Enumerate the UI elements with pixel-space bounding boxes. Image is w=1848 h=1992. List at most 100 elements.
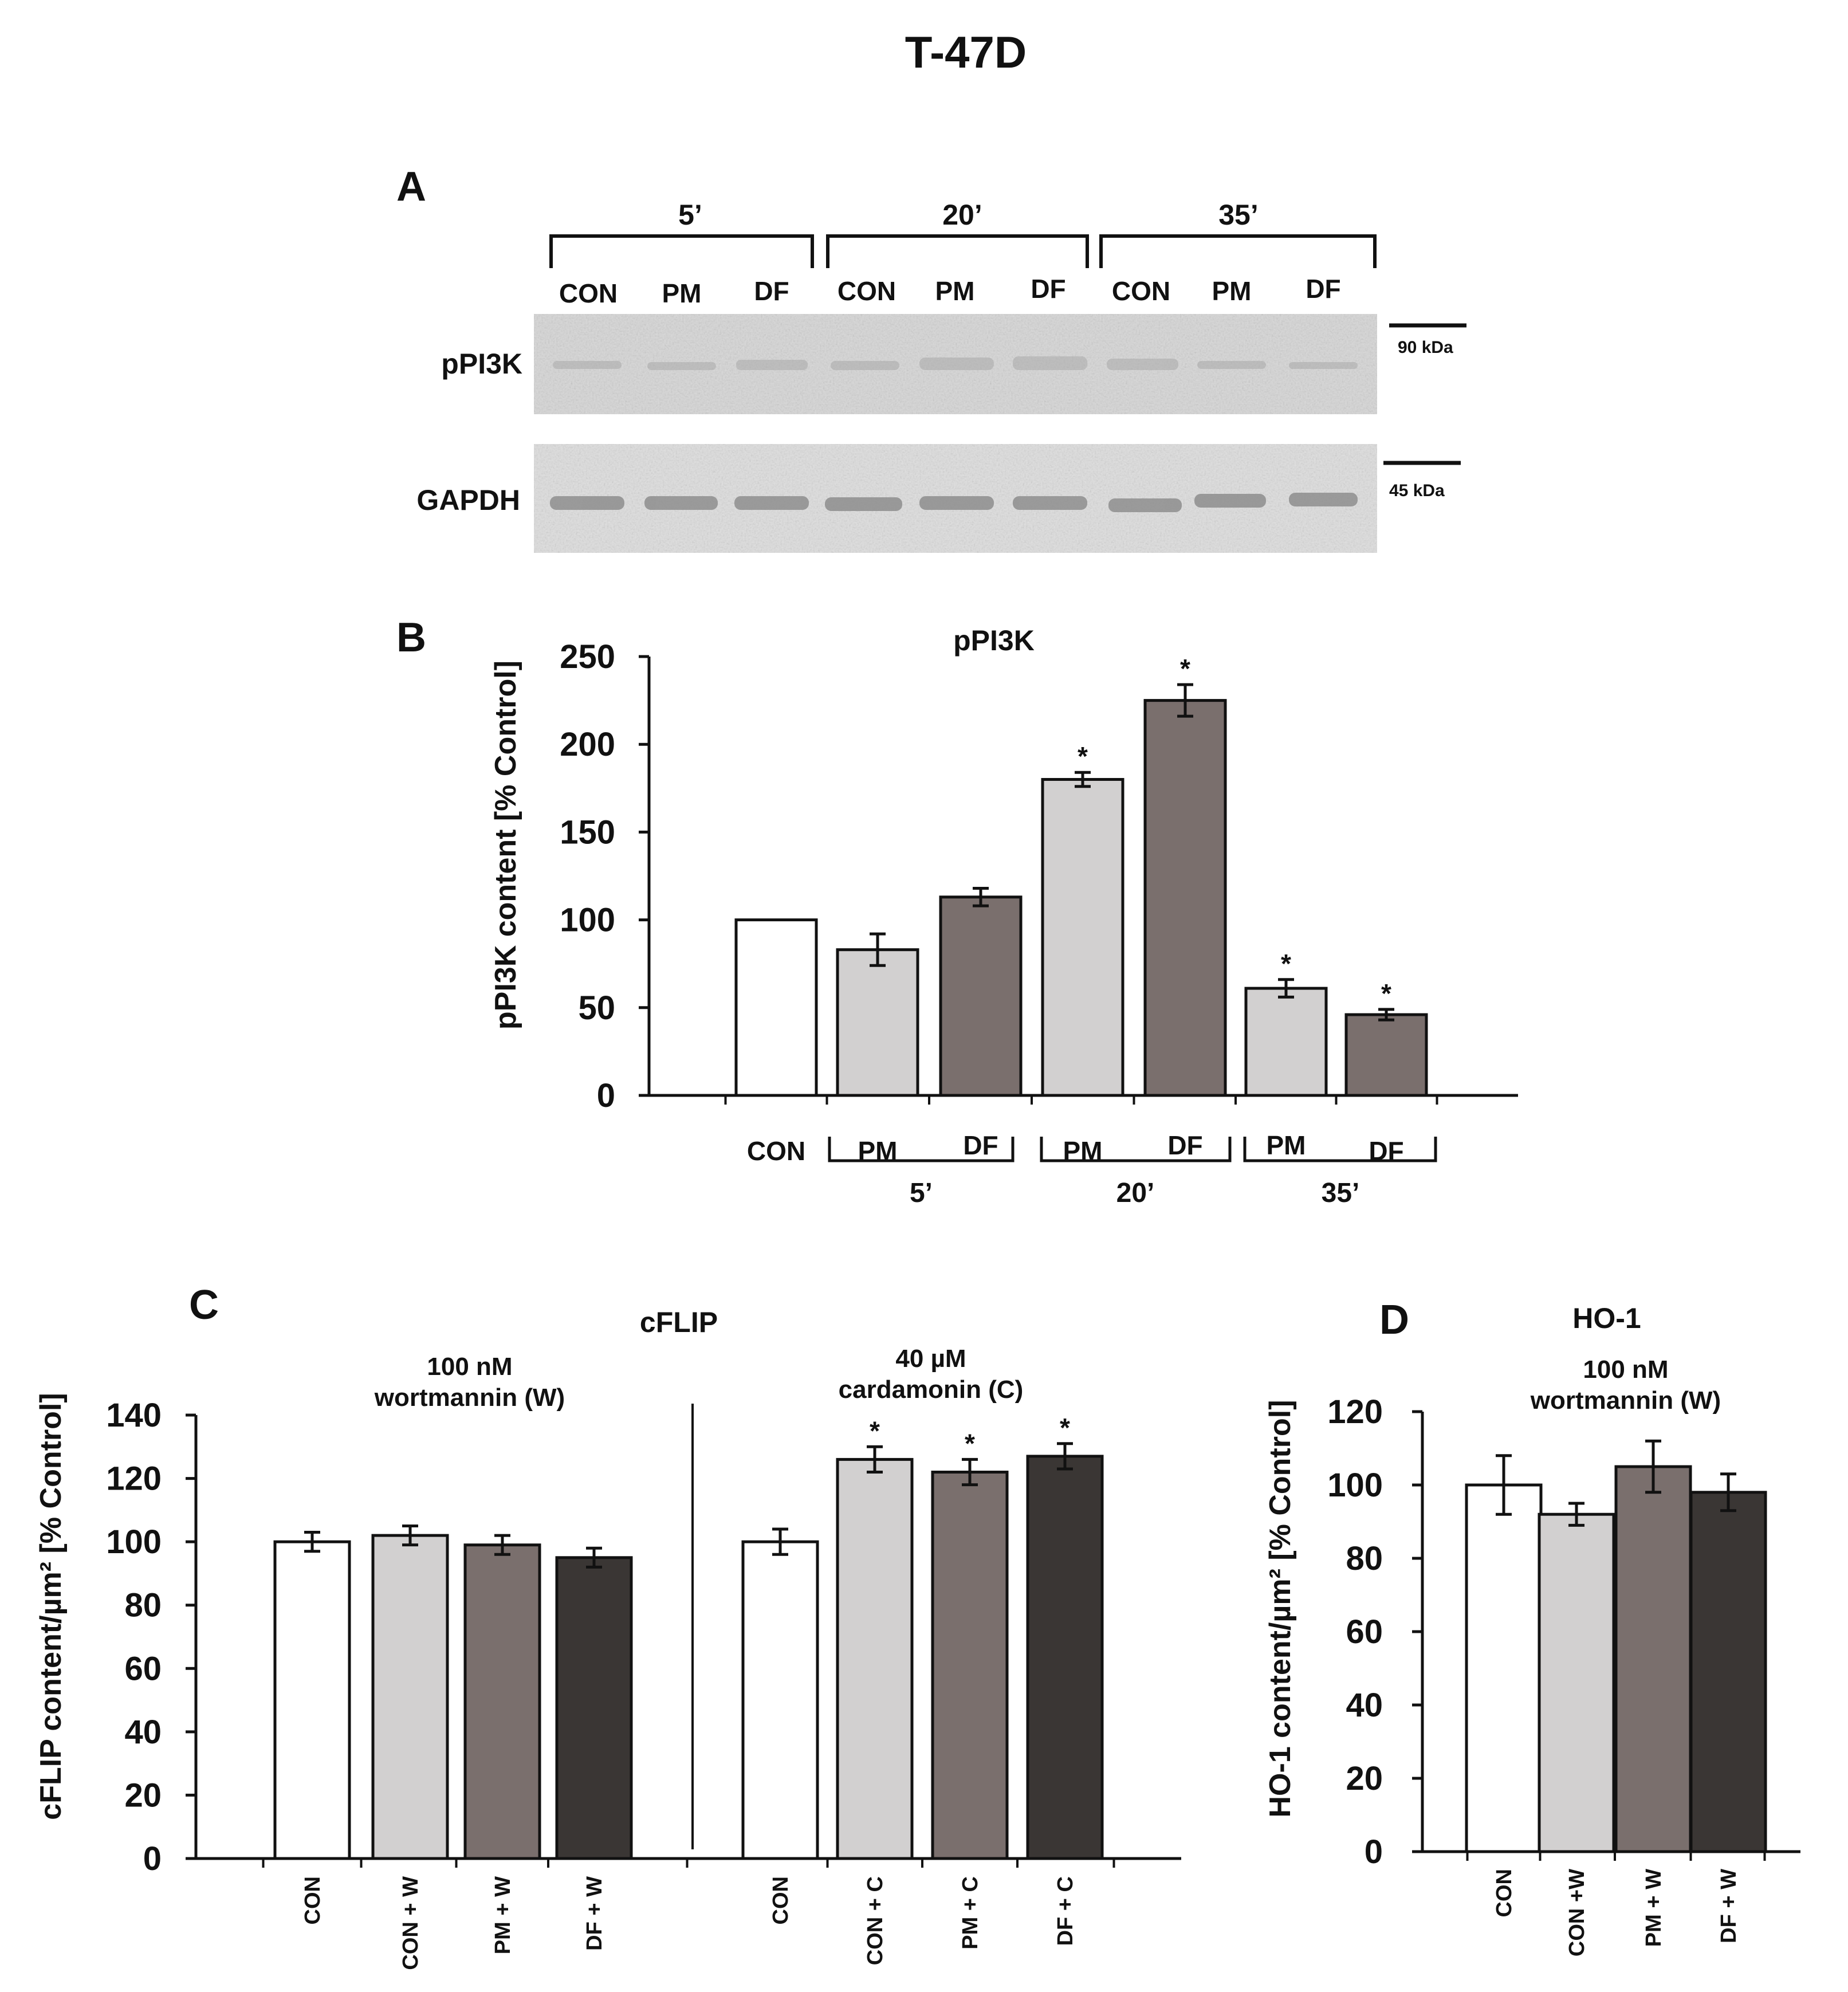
- significance-marker: *: [1180, 654, 1190, 683]
- x-tick-label: PM + W: [1642, 1869, 1666, 1947]
- x-tick-label: DF + C: [1053, 1876, 1078, 1946]
- x-tick-label: CON: [747, 1136, 805, 1166]
- panel-d-chart: D HO-1 100 nM wortmannin (W) HO-1 conten…: [1264, 1297, 1800, 1956]
- y-tick-label: 140: [106, 1397, 162, 1434]
- bar: [1143, 699, 1227, 1097]
- band: [825, 497, 902, 511]
- panel-d-letter: D: [1379, 1297, 1409, 1343]
- x-tick-label: CON: [301, 1876, 325, 1924]
- panel-b-chart: B pPI3K pPI3K content [% Control] 0 50 100…: [396, 615, 1518, 1208]
- bar: [939, 895, 1023, 1097]
- bar: [734, 918, 818, 1097]
- chart-x-labels: CON CON + W PM + W DF + W CON CON + C PM + C DF…: [301, 1876, 1078, 1970]
- significance-marker: *: [1381, 979, 1391, 1008]
- group-bracket: [828, 1137, 1015, 1162]
- x-tick-label: PM + C: [958, 1876, 982, 1950]
- y-tick-label: 0: [1365, 1833, 1383, 1871]
- y-tick-label: 100: [106, 1523, 162, 1561]
- bar: [463, 1543, 541, 1860]
- significance-marker: *: [1281, 949, 1291, 979]
- lane-label: PM: [1212, 276, 1252, 306]
- section-label: 40 µM: [895, 1345, 966, 1373]
- chart-x-labels: CON CON +W PM + W DF + W: [1492, 1869, 1741, 1956]
- lane-label: PM: [662, 278, 702, 308]
- figure-title: T-47D: [905, 27, 1027, 77]
- bar: [1244, 987, 1328, 1097]
- y-tick-label: 50: [578, 989, 615, 1027]
- section-label: 100 nM: [427, 1353, 512, 1381]
- significance-marker: *: [1078, 741, 1088, 771]
- lane-label: DF: [754, 276, 789, 306]
- time-bracket-35: [1099, 234, 1377, 268]
- y-tick-label: 80: [124, 1587, 162, 1624]
- bar: [371, 1534, 449, 1860]
- panel-c-letter: C: [189, 1282, 219, 1328]
- band: [1194, 494, 1266, 508]
- band: [1107, 359, 1178, 370]
- y-tick-label: 0: [143, 1840, 162, 1877]
- chart-bars: [1465, 1439, 1767, 1853]
- x-tick-label: CON + C: [863, 1876, 887, 1965]
- group-bracket: [1040, 1137, 1232, 1162]
- x-tick-label: CON + W: [399, 1876, 423, 1970]
- band: [1013, 356, 1087, 370]
- lane-label: CON: [838, 276, 896, 306]
- bar: [1026, 1455, 1104, 1860]
- significance-marker: *: [1060, 1413, 1070, 1443]
- time-label: 20’: [942, 199, 982, 231]
- y-tick-label: 40: [124, 1714, 162, 1751]
- band: [1013, 496, 1087, 510]
- bar: [931, 1471, 1009, 1860]
- blot-gapdh-bands: [550, 493, 1358, 512]
- band: [553, 361, 622, 369]
- bar: [836, 1457, 914, 1860]
- bar: [1538, 1512, 1615, 1853]
- x-tick-label: CON: [769, 1876, 793, 1924]
- panel-a-letter: A: [396, 164, 426, 210]
- y-tick-label: 150: [560, 814, 615, 851]
- section-label: cardamonin (C): [839, 1376, 1024, 1404]
- lane-label: CON: [559, 278, 618, 308]
- x-tick-label: PM + W: [491, 1876, 515, 1954]
- band: [734, 496, 809, 510]
- chart-title: HO-1: [1572, 1302, 1641, 1334]
- blot-ppi3k-bands: [553, 356, 1358, 370]
- group-bracket: [1243, 1137, 1437, 1162]
- y-tick-label: 40: [1346, 1687, 1383, 1724]
- y-tick-label: 0: [597, 1077, 615, 1114]
- band: [1289, 362, 1358, 369]
- band: [1108, 498, 1182, 512]
- x-tick-label: CON +W: [1565, 1869, 1589, 1956]
- group-label: 20’: [1116, 1178, 1155, 1208]
- bar: [1689, 1491, 1767, 1853]
- panel-c-chart: C cFLIP 100 nM wortmannin (W) 40 µM card…: [34, 1282, 1181, 1970]
- significance-marker: *: [870, 1416, 880, 1445]
- y-tick-label: 20: [1346, 1760, 1383, 1797]
- bar: [1041, 777, 1124, 1097]
- y-tick-label: 80: [1346, 1540, 1383, 1577]
- section-label: wortmannin (W): [374, 1384, 565, 1412]
- chart-bars: * * *: [273, 1413, 1104, 1860]
- time-label: 35’: [1218, 199, 1259, 231]
- chart-x-labels: CON PM DF PM DF PM DF: [747, 1130, 1404, 1166]
- group-label: 35’: [1322, 1178, 1360, 1208]
- band: [550, 496, 624, 510]
- band: [1289, 493, 1358, 506]
- band: [644, 496, 718, 510]
- blot-protein-label: pPI3K: [441, 348, 522, 380]
- chart-title: pPI3K: [953, 624, 1035, 657]
- blot-protein-label: GAPDH: [416, 484, 520, 516]
- y-tick-label: 120: [106, 1460, 162, 1498]
- y-tick-label: 20: [124, 1777, 162, 1814]
- bar: [555, 1556, 633, 1860]
- time-bracket-20: [826, 234, 1089, 268]
- bar: [1465, 1483, 1543, 1853]
- band: [647, 362, 716, 370]
- band: [919, 357, 994, 370]
- x-tick-label: DF + W: [583, 1876, 607, 1951]
- chart-bars: * * * *: [734, 654, 1428, 1097]
- section-label: 100 nM: [1583, 1355, 1668, 1384]
- lane-label: CON: [1112, 276, 1170, 306]
- y-tick-label: 120: [1327, 1393, 1383, 1431]
